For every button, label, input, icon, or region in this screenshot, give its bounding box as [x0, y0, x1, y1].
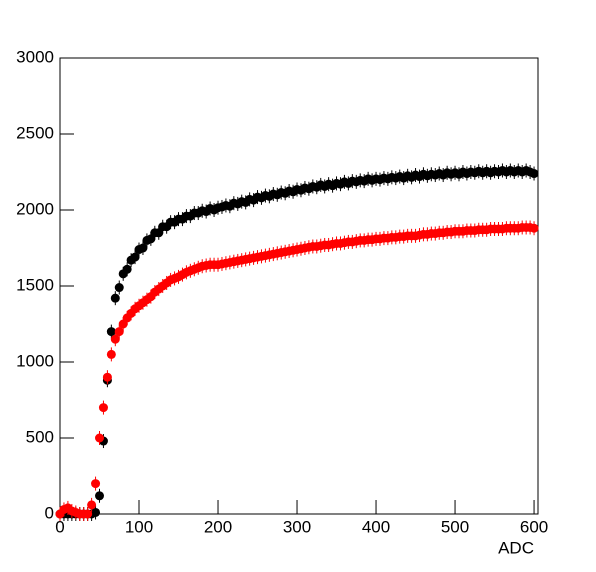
x-tick-label: 600 — [520, 517, 548, 536]
point — [114, 283, 124, 293]
x-tick-label: 500 — [441, 517, 469, 536]
y-tick-label: 2500 — [16, 123, 54, 142]
y-tick-label: 0 — [45, 503, 54, 522]
point — [87, 500, 97, 510]
point — [110, 334, 120, 344]
y-tick-label: 2000 — [16, 199, 54, 218]
x-axis-label: ADC — [498, 538, 534, 557]
point — [114, 327, 124, 337]
point — [83, 509, 93, 519]
x-tick-label: 300 — [283, 517, 311, 536]
point — [529, 169, 539, 179]
x-tick-label: 200 — [204, 517, 232, 536]
point — [102, 372, 112, 382]
point — [95, 491, 105, 501]
y-tick-label: 3000 — [16, 47, 54, 66]
point — [122, 264, 132, 274]
point — [106, 349, 116, 359]
plot-frame — [59, 57, 539, 515]
x-tick-label: 400 — [362, 517, 390, 536]
point — [110, 293, 120, 303]
point — [91, 507, 101, 517]
point — [106, 327, 116, 337]
y-tick-label: 1000 — [16, 351, 54, 370]
point — [130, 252, 140, 262]
point — [138, 243, 148, 253]
y-tick-label: 1500 — [16, 275, 54, 294]
point — [95, 433, 105, 443]
point — [529, 223, 539, 233]
point — [91, 479, 101, 489]
point — [98, 403, 108, 413]
x-tick-label: 100 — [125, 517, 153, 536]
x-tick-label: 0 — [55, 517, 64, 536]
y-tick-label: 500 — [26, 427, 54, 446]
